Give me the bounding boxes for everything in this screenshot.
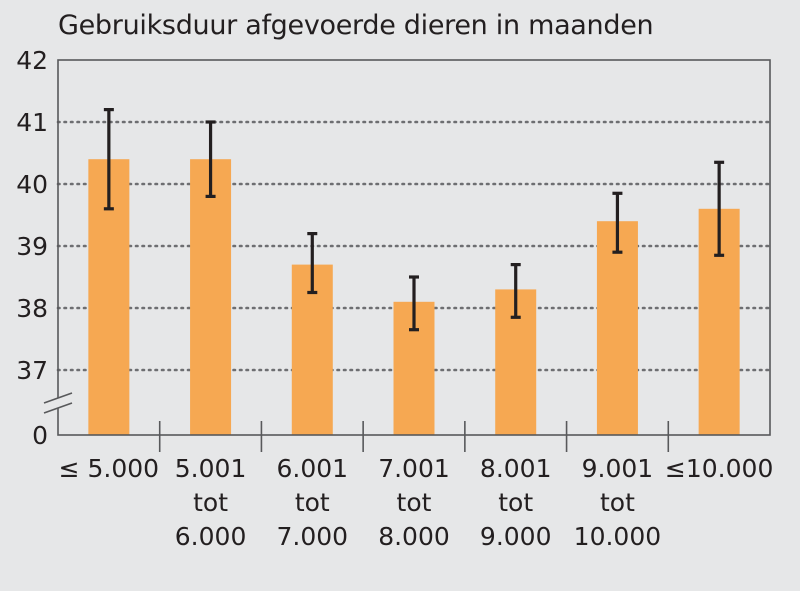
y-tick-label: 39 <box>16 232 48 261</box>
axis-break-mark <box>43 402 73 414</box>
x-tick-label-line: 7.000 <box>276 522 348 551</box>
error-bar <box>714 160 725 257</box>
gridlines <box>56 120 772 372</box>
axes <box>43 59 771 452</box>
x-tick-label-line: 8.000 <box>378 522 450 551</box>
bar <box>596 221 638 435</box>
y-tick-label: 41 <box>16 108 48 137</box>
x-tick-label-line: 10.000 <box>574 522 661 551</box>
axis-break-gap <box>55 398 61 408</box>
x-tick-label: 9.001 tot 10.000 <box>574 454 661 551</box>
x-tick-label-line: tot <box>498 488 533 517</box>
x-tick-label: 8.001 tot 9.000 <box>480 454 552 551</box>
x-tick-label-line: 7.001 <box>378 454 450 483</box>
x-tick-label-line: ≤10.000 <box>665 454 773 483</box>
x-tick-label: 7.001 tot 8.000 <box>378 454 450 551</box>
y-tick-label: 0 <box>32 421 48 450</box>
x-tick-label-line: ≤ 5.000 <box>59 454 159 483</box>
x-tick-label-line: tot <box>295 488 330 517</box>
y-tick-label: 38 <box>16 294 48 323</box>
y-tick-label: 42 <box>16 46 48 75</box>
error-bar <box>510 263 521 319</box>
error-bar <box>103 107 114 211</box>
x-tick-label-line: tot <box>600 488 635 517</box>
y-tick-label: 40 <box>16 170 48 199</box>
error-bar <box>612 191 623 254</box>
x-tick-label-line: 5.001 <box>175 454 247 483</box>
x-tick-label-line: tot <box>397 488 432 517</box>
x-tick-label: 6.001 tot 7.000 <box>276 454 348 551</box>
axis-break-mark <box>43 392 73 404</box>
y-tick-labels: 0 37 38 39 40 41 42 <box>16 46 48 450</box>
x-tick-label: 5.001 tot 6.000 <box>175 454 247 551</box>
bar <box>190 159 232 435</box>
y-tick-label: 37 <box>16 356 48 385</box>
error-bar <box>409 275 419 332</box>
error-bar <box>205 120 216 198</box>
x-tick-label-line: 9.000 <box>480 522 552 551</box>
error-bar <box>307 232 318 295</box>
x-tick-label: ≤ 5.000 <box>59 454 159 483</box>
x-tick-labels: ≤ 5.000 5.001 tot 6.000 6.001 tot 7.000 7.001 to… <box>59 454 774 551</box>
x-tick-label-line: 8.001 <box>480 454 552 483</box>
error-bars <box>103 107 725 332</box>
chart-title: Gebruiksduur afgevoerde dieren in maande… <box>58 10 654 41</box>
x-tick-label-line: 9.001 <box>582 454 654 483</box>
x-tick-label-line: 6.000 <box>175 522 247 551</box>
x-tick-label-line: tot <box>193 488 228 517</box>
x-tick-label: ≤10.000 <box>665 454 773 483</box>
x-tick-label-line: 6.001 <box>276 454 348 483</box>
plot-frame <box>57 59 771 436</box>
